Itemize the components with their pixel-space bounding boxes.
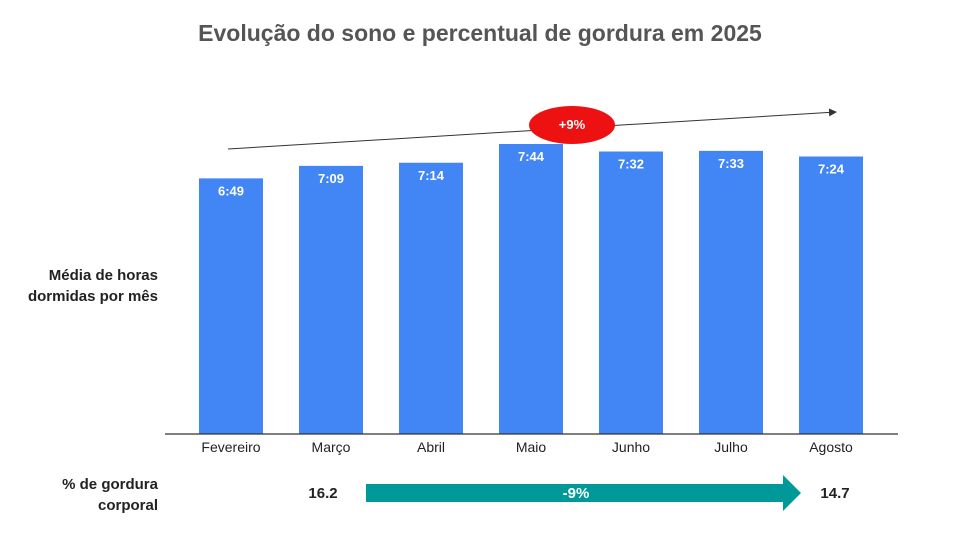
fat-change-label: -9% [562, 485, 590, 502]
x-tick-label-maio: Maio [516, 439, 547, 455]
bar-maio [499, 144, 563, 434]
x-tick-label-abril: Abril [417, 439, 445, 455]
bar-março [299, 165, 363, 434]
x-tick-label-junho: Junho [612, 439, 650, 455]
fat-change-arrow [366, 475, 801, 511]
fat-label-line-1: % de gordura [62, 476, 158, 493]
data-label-abril: 7:14 [418, 168, 445, 183]
bars-layer: 6:49 Fevereiro 7:09 Março 7:14 Abril 7:44 Maio 7… [199, 144, 863, 455]
y-axis-label-line-2: dormidas por mês [27, 288, 158, 305]
data-label-agosto: 7:24 [818, 162, 845, 177]
x-tick-label-fevereiro: Fevereiro [201, 439, 260, 455]
y-axis-label-line-1: Média de horas [48, 267, 158, 284]
trend-badge [529, 106, 615, 144]
data-label-julho: 7:33 [718, 156, 744, 171]
x-tick-label-agosto: Agosto [809, 439, 853, 455]
data-label-junho: 7:32 [618, 157, 644, 172]
fat-start-value: 16.2 [308, 485, 338, 502]
data-label-maio: 7:44 [518, 149, 545, 164]
bar-fevereiro [199, 178, 263, 434]
bar-abril [399, 162, 463, 434]
fat-end-value: 14.7 [820, 485, 850, 502]
chart-title: Evolução do sono e percentual de gordura… [198, 20, 762, 46]
fat-label-line-2: corporal [97, 497, 158, 514]
x-tick-label-março: Março [312, 439, 351, 455]
data-label-fevereiro: 6:49 [218, 183, 244, 198]
data-label-março: 7:09 [318, 171, 344, 186]
x-tick-label-julho: Julho [714, 439, 748, 455]
y-axis-label: Média de horas dormidas por mês [20, 265, 158, 307]
trend-badge-label: +9% [558, 117, 586, 132]
bar-junho [599, 151, 663, 434]
fat-label: % de gordura corporal [20, 474, 158, 516]
bar-agosto [799, 156, 863, 434]
bar-julho [699, 150, 763, 434]
